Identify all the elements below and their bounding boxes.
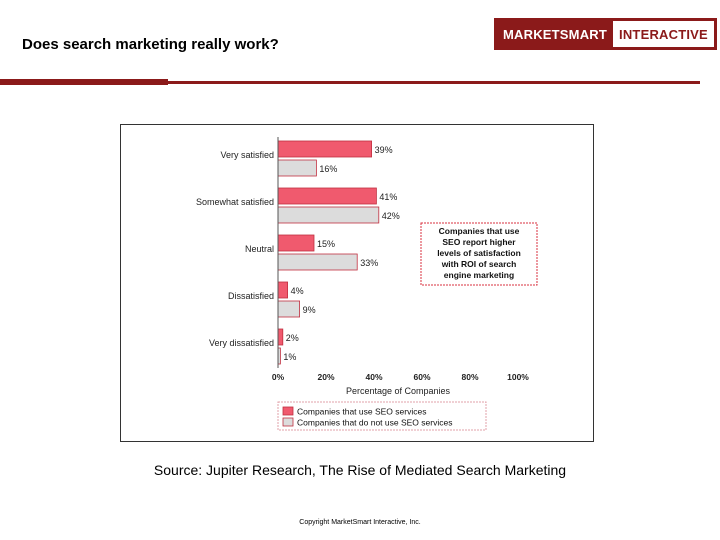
logo-right-text: INTERACTIVE bbox=[613, 21, 714, 47]
legend-label: Companies that do not use SEO services bbox=[297, 418, 452, 428]
source-caption: Source: Jupiter Research, The Rise of Me… bbox=[153, 462, 567, 478]
bar-seo bbox=[277, 187, 377, 205]
x-tick-label: 100% bbox=[507, 372, 529, 382]
annotation-line: SEO report higher bbox=[442, 237, 516, 247]
satisfaction-bar-chart: Very satisfied 39% 16% Somewhat satisfied 41… bbox=[196, 137, 538, 431]
data-label: 42% bbox=[382, 211, 400, 221]
bar-no-seo bbox=[277, 300, 301, 318]
x-tick-label: 20% bbox=[317, 372, 334, 382]
data-label: 16% bbox=[319, 164, 337, 174]
bar-seo bbox=[277, 281, 288, 299]
legend-swatch-no-seo bbox=[282, 417, 294, 427]
data-label: 39% bbox=[375, 145, 393, 155]
annotation-line: Companies that use bbox=[439, 226, 520, 236]
bar-no-seo bbox=[277, 206, 380, 224]
chart-frame: Very satisfied 39% 16% Somewhat satisfied 41… bbox=[120, 124, 594, 442]
data-label: 1% bbox=[283, 352, 296, 362]
category-label: Dissatisfied bbox=[228, 291, 274, 301]
bar-no-seo bbox=[277, 159, 317, 177]
bar-no-seo bbox=[277, 253, 358, 271]
header-rule bbox=[0, 81, 700, 84]
legend-label: Companies that use SEO services bbox=[297, 407, 426, 417]
annotation-line: engine marketing bbox=[444, 270, 514, 280]
marketsmart-logo: MARKETSMART INTERACTIVE bbox=[494, 18, 717, 50]
legend-box bbox=[277, 401, 487, 431]
data-label: 15% bbox=[317, 239, 335, 249]
category-label: Very dissatisfied bbox=[209, 338, 274, 348]
x-tick-label: 80% bbox=[461, 372, 478, 382]
x-tick-label: 0% bbox=[272, 372, 285, 382]
annotation-line: levels of satisfaction bbox=[437, 248, 521, 258]
data-label: 4% bbox=[291, 286, 304, 296]
header-rule-accent bbox=[0, 79, 168, 85]
slide-title: Does search marketing really work? bbox=[22, 36, 279, 53]
logo-left-text: MARKETSMART bbox=[497, 21, 614, 47]
category-label: Neutral bbox=[245, 244, 274, 254]
category-label: Somewhat satisfied bbox=[196, 197, 274, 207]
category-label: Very satisfied bbox=[220, 150, 274, 160]
copyright-text: Copyright MarketSmart Interactive, Inc. bbox=[299, 519, 421, 526]
bar-seo bbox=[277, 328, 284, 346]
data-label: 2% bbox=[286, 333, 299, 343]
annotation-box bbox=[420, 222, 538, 286]
annotation-line: with ROI of search bbox=[441, 259, 517, 269]
legend-swatch-seo bbox=[282, 406, 294, 416]
x-tick-label: 40% bbox=[365, 372, 382, 382]
data-label: 9% bbox=[303, 305, 316, 315]
bar-seo bbox=[277, 234, 315, 252]
x-tick-label: 60% bbox=[413, 372, 430, 382]
data-label: 33% bbox=[360, 258, 378, 268]
data-label: 41% bbox=[379, 192, 397, 202]
bar-seo bbox=[277, 140, 372, 158]
x-axis-label: Percentage of Companies bbox=[346, 386, 451, 396]
